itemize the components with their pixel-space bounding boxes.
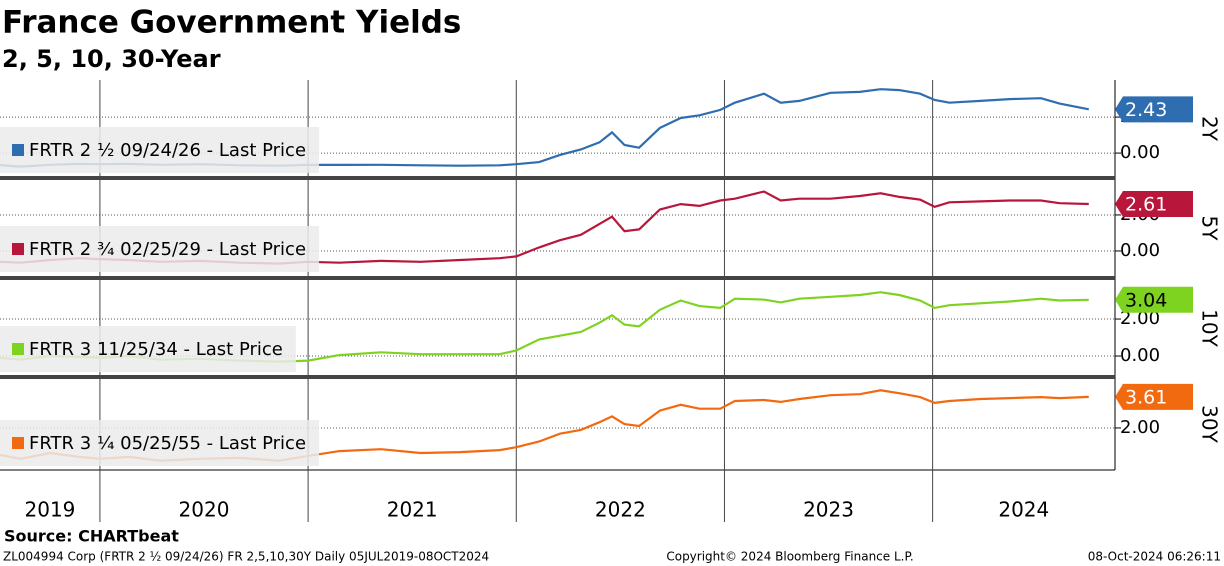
panel-label: 30Y xyxy=(1198,405,1222,443)
y-tick-label: 2.00 xyxy=(1120,417,1160,438)
x-tick-label: 2024 xyxy=(998,498,1049,522)
chart-subtitle: 2, 5, 10, 30-Year xyxy=(2,45,221,73)
legend-label: FRTR 3 ¼ 05/25/55 - Last Price xyxy=(29,433,306,454)
legend-swatch xyxy=(12,343,24,355)
chart-title: France Government Yields xyxy=(2,5,461,41)
panel-label: 2Y xyxy=(1198,116,1222,142)
x-tick-label: 2022 xyxy=(595,498,646,522)
y-tick-label: 0.00 xyxy=(1120,142,1160,163)
panel-separator xyxy=(0,176,1115,180)
source: Source: CHARTbeat xyxy=(4,527,179,546)
last-value-box xyxy=(1115,190,1193,217)
legend-swatch xyxy=(12,243,24,255)
last-value-label: 3.04 xyxy=(1125,289,1167,311)
panel-label: 5Y xyxy=(1198,216,1222,242)
panel-label: 10Y xyxy=(1198,309,1222,347)
footer-copyright: Copyright© 2024 Bloomberg Finance L.P. xyxy=(666,550,913,564)
panel-separator xyxy=(0,276,1115,280)
legend-swatch xyxy=(12,437,24,449)
footer-ticker: ZL004994 Corp (FRTR 2 ½ 09/24/26) FR 2,5… xyxy=(3,550,489,564)
footer-timestamp: 08-Oct-2024 06:26:11 xyxy=(1088,550,1221,564)
last-value-box xyxy=(1115,286,1193,313)
x-tick-label: 2023 xyxy=(803,498,854,522)
legend-box xyxy=(0,226,320,272)
last-value-label: 3.61 xyxy=(1125,386,1167,408)
legend-swatch xyxy=(12,144,24,156)
last-value-box xyxy=(1115,96,1193,123)
x-tick-label: 2021 xyxy=(387,498,438,522)
legend-label: FRTR 2 ½ 09/24/26 - Last Price xyxy=(29,140,306,161)
legend-box xyxy=(0,420,320,466)
last-value-label: 2.43 xyxy=(1125,99,1167,121)
legend-label: FRTR 2 ¾ 02/25/29 - Last Price xyxy=(29,239,306,260)
last-value-label: 2.61 xyxy=(1125,193,1167,215)
legend-box xyxy=(0,326,296,372)
legend-label: FRTR 3 11/25/34 - Last Price xyxy=(29,339,283,360)
x-tick-label: 2019 xyxy=(25,498,76,522)
y-tick-label: 0.00 xyxy=(1120,345,1160,366)
last-value-box xyxy=(1115,383,1193,410)
y-tick-label: 2.00 xyxy=(1120,308,1160,329)
x-tick-label: 2020 xyxy=(179,498,230,522)
legend-box xyxy=(0,127,320,173)
y-tick-label: 0.00 xyxy=(1120,240,1160,261)
panel-separator xyxy=(0,375,1115,379)
